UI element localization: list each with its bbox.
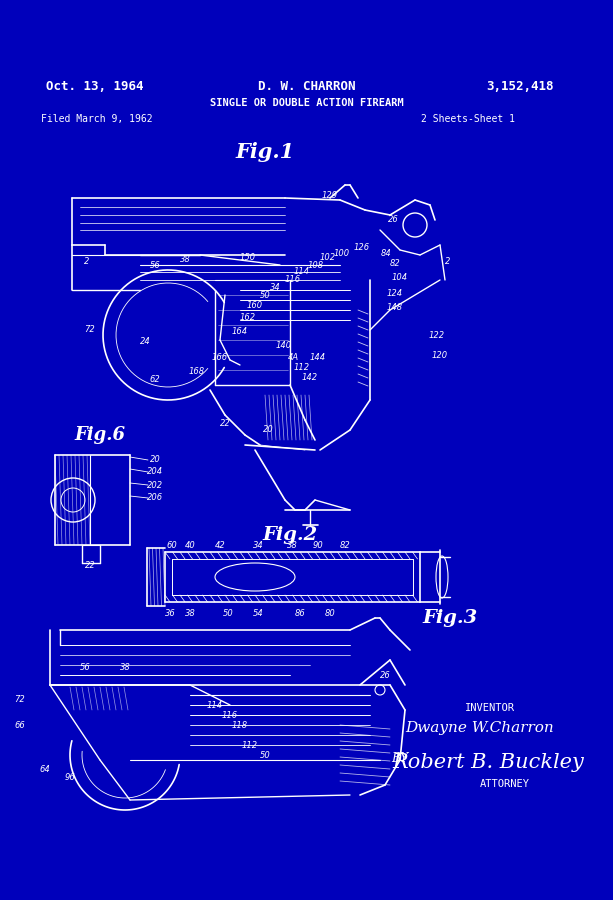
Text: 104: 104 — [392, 273, 408, 282]
Text: 206: 206 — [147, 493, 163, 502]
Text: 124: 124 — [387, 289, 403, 298]
Text: 22: 22 — [219, 418, 230, 427]
Text: Fig.1: Fig.1 — [235, 142, 295, 162]
Text: 116: 116 — [285, 275, 301, 284]
Text: ATTORNEY: ATTORNEY — [480, 779, 530, 789]
Text: 22: 22 — [85, 561, 96, 570]
Text: 50: 50 — [260, 751, 270, 760]
Text: 90: 90 — [313, 541, 324, 550]
Text: 114: 114 — [294, 267, 310, 276]
Text: 3,152,418: 3,152,418 — [486, 80, 554, 94]
Text: 114: 114 — [207, 700, 223, 709]
Text: 2: 2 — [445, 256, 451, 266]
Text: 2 Sheets-Sheet 1: 2 Sheets-Sheet 1 — [421, 114, 515, 124]
Text: 38: 38 — [185, 609, 196, 618]
Text: D. W. CHARRON: D. W. CHARRON — [258, 80, 356, 94]
Text: 204: 204 — [147, 467, 163, 476]
Text: 54: 54 — [253, 609, 264, 618]
Text: 40: 40 — [185, 541, 196, 550]
Text: 4A: 4A — [287, 354, 299, 363]
Text: 148: 148 — [387, 303, 403, 312]
Text: 80: 80 — [325, 609, 335, 618]
Text: 112: 112 — [242, 741, 258, 750]
Text: 34: 34 — [270, 283, 280, 292]
Text: Fig.3: Fig.3 — [422, 609, 478, 627]
Text: 140: 140 — [276, 341, 292, 350]
Text: 84: 84 — [381, 248, 391, 257]
Text: 162: 162 — [240, 313, 256, 322]
Text: Fig.6: Fig.6 — [75, 426, 126, 444]
Text: 56: 56 — [80, 663, 90, 672]
Text: 60: 60 — [167, 541, 177, 550]
Text: 38: 38 — [120, 663, 131, 672]
Text: 126: 126 — [354, 244, 370, 253]
Text: 56: 56 — [150, 262, 161, 271]
Text: 129: 129 — [322, 192, 338, 201]
Text: 20: 20 — [262, 426, 273, 435]
Text: BY: BY — [392, 752, 408, 764]
Text: 108: 108 — [308, 260, 324, 269]
Text: Filed March 9, 1962: Filed March 9, 1962 — [41, 114, 153, 124]
Text: 164: 164 — [232, 328, 248, 337]
Text: 20: 20 — [150, 455, 161, 464]
Text: 86: 86 — [295, 609, 305, 618]
Text: 116: 116 — [222, 710, 238, 719]
Text: Oct. 13, 1964: Oct. 13, 1964 — [46, 80, 144, 94]
Text: 102: 102 — [320, 254, 336, 263]
Text: 42: 42 — [215, 541, 226, 550]
Text: 50: 50 — [223, 609, 234, 618]
Text: 36: 36 — [165, 609, 175, 618]
Text: 2: 2 — [85, 257, 89, 266]
Text: 38: 38 — [180, 256, 191, 265]
Text: SINGLE OR DOUBLE ACTION FIREARM: SINGLE OR DOUBLE ACTION FIREARM — [210, 98, 404, 108]
Text: 142: 142 — [302, 374, 318, 382]
Text: 50: 50 — [260, 292, 270, 301]
Text: 112: 112 — [294, 364, 310, 373]
Text: Fig.2: Fig.2 — [262, 526, 318, 544]
Text: 34: 34 — [253, 541, 264, 550]
Text: 150: 150 — [240, 254, 256, 263]
Text: 120: 120 — [432, 350, 448, 359]
Text: Dwayne W.Charron: Dwayne W.Charron — [406, 721, 554, 735]
Text: 64: 64 — [40, 766, 50, 775]
Text: 100: 100 — [334, 248, 350, 257]
Text: 24: 24 — [140, 338, 150, 346]
Text: 122: 122 — [429, 330, 445, 339]
Text: 62: 62 — [150, 375, 161, 384]
Text: 166: 166 — [212, 354, 228, 363]
Text: 72: 72 — [85, 326, 96, 335]
Text: 26: 26 — [379, 670, 390, 680]
Text: 160: 160 — [247, 301, 263, 310]
Text: 38: 38 — [287, 541, 297, 550]
Text: 118: 118 — [232, 721, 248, 730]
Text: 82: 82 — [390, 258, 400, 267]
Text: 168: 168 — [189, 367, 205, 376]
Text: INVENTOR: INVENTOR — [465, 703, 515, 713]
Text: Robert B. Buckley: Robert B. Buckley — [392, 752, 584, 771]
Text: 144: 144 — [310, 354, 326, 363]
Text: 82: 82 — [340, 541, 351, 550]
Text: 202: 202 — [147, 481, 163, 490]
Text: 26: 26 — [387, 214, 398, 223]
Text: 66: 66 — [15, 721, 25, 730]
Text: 72: 72 — [15, 696, 25, 705]
Text: 96: 96 — [64, 773, 75, 782]
